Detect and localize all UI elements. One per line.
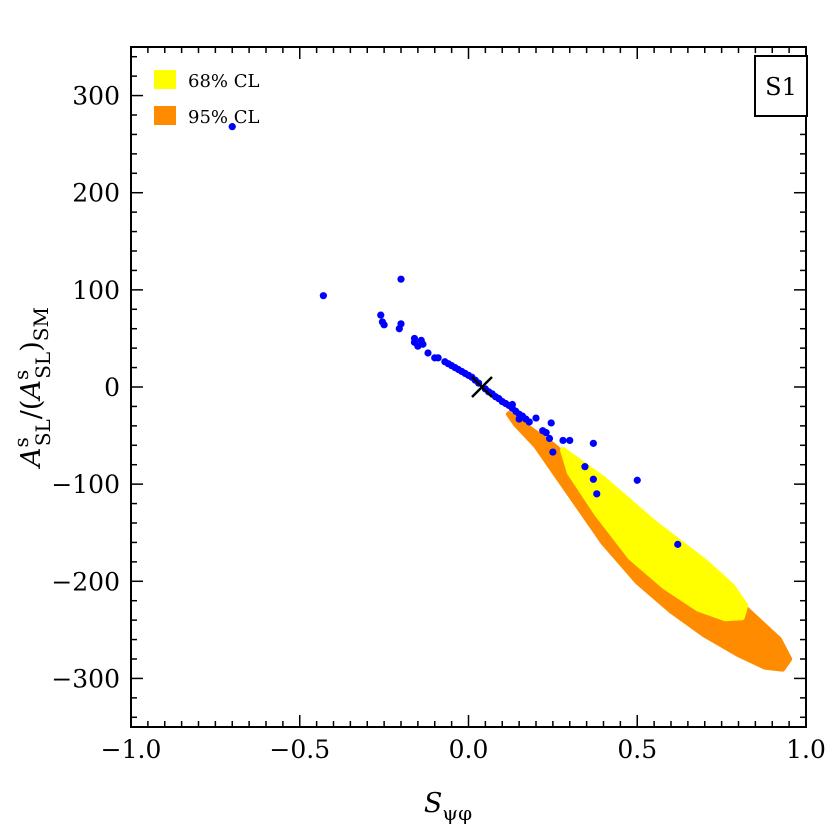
y-axis-title: AsSL/(AsSL)SM [9,307,55,470]
scatter-point [633,476,641,484]
scatter-point [593,490,601,498]
scatter-point [414,342,422,350]
scatter-point [532,414,540,422]
x-tick-label: 0.0 [449,735,489,764]
sm-cross-marker [471,376,493,398]
legend-swatch-68 [154,70,176,89]
scatter-point [545,434,554,443]
panel-label-box: S1 [754,55,808,117]
scatter-point [674,540,682,548]
scatter-point [319,292,327,300]
legend-label-68: 68% CL [188,71,260,92]
scatter-point [581,463,589,471]
scatter-point [377,311,385,319]
y-tick-label: −100 [51,470,120,499]
scatter-point [397,275,405,283]
y-tick-label: −300 [51,664,120,693]
panel-label: S1 [765,73,797,101]
y-tick-label: 100 [72,276,120,305]
y-tick-label: 200 [72,179,120,208]
x-axis-ticks: −1.0 −0.5 0.0 0.5 1.0 [101,47,826,764]
y-axis-ticks: 300 200 100 0 −100 −200 −300 [51,55,806,719]
region-68-cl [560,447,749,622]
scatter-point [228,123,236,131]
scatter-point [589,439,597,447]
scatter-point [424,349,432,357]
legend-swatch-95 [154,106,176,125]
x-tick-label: 0.5 [617,735,657,764]
y-tick-label: −200 [51,567,120,596]
x-tick-label: −0.5 [269,735,330,764]
legend-label-95: 95% CL [188,107,260,128]
scatter-point [434,354,442,362]
scatter-point [589,475,597,483]
scatter-points [228,123,682,548]
scatter-point [508,400,516,409]
sm-cross-stroke [471,376,493,398]
x-tick-label: −1.0 [101,735,162,764]
scatter-point [547,419,555,427]
scatter-point [525,418,533,426]
scatter-point [542,429,550,437]
confidence-regions [506,411,793,672]
x-axis-title: Sψφ [424,788,472,825]
scatter-point [566,436,574,445]
scatter-point [395,325,403,333]
scatter-point [559,436,567,445]
scatter-point [380,321,388,329]
y-tick-label: 300 [72,82,120,111]
scatter-point [549,448,557,456]
legend: 68% CL 95% CL [154,70,260,128]
x-tick-label: 1.0 [786,735,826,764]
y-tick-label: 0 [104,373,120,402]
scatter-point [515,415,523,423]
